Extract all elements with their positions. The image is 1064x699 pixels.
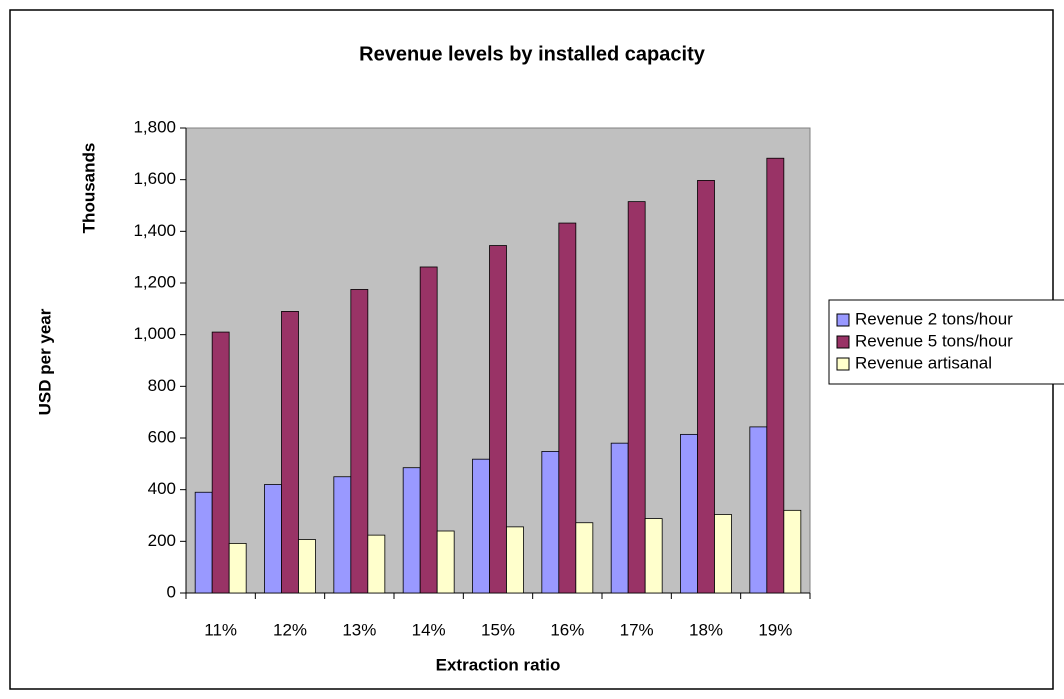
y-tick-label: 1,600 <box>133 169 176 188</box>
bar <box>680 433 698 594</box>
bar <box>783 509 802 594</box>
legend-swatch <box>836 357 850 371</box>
bar <box>541 451 560 594</box>
bar <box>472 458 490 594</box>
y-tick-label: 800 <box>148 376 176 395</box>
bar <box>766 157 785 594</box>
bar <box>367 534 386 594</box>
y-tick-label: 1,800 <box>133 117 176 136</box>
y-tick-label: 1,400 <box>133 221 176 240</box>
y-tick-label: 200 <box>148 531 176 550</box>
bar <box>194 491 213 594</box>
legend-box <box>828 299 1064 385</box>
x-tick-label: 12% <box>273 620 307 639</box>
y-axis-label: USD per year <box>35 308 54 415</box>
bar <box>436 530 455 594</box>
legend-swatch <box>836 313 850 327</box>
x-tick-label: 19% <box>758 620 792 639</box>
bar <box>402 467 421 594</box>
x-tick-label: 18% <box>689 620 723 639</box>
bar <box>627 201 646 594</box>
x-tick-label: 13% <box>342 620 376 639</box>
x-tick-label: 17% <box>620 620 654 639</box>
bar <box>644 518 663 594</box>
bar <box>558 222 577 594</box>
y-tick-label: 1,000 <box>133 324 176 343</box>
x-tick-label: 11% <box>204 620 237 639</box>
bar <box>506 526 524 594</box>
chart-title: Revenue levels by installed capacity <box>359 43 706 65</box>
bar <box>333 476 352 594</box>
x-tick-label: 14% <box>412 620 446 639</box>
x-tick-label: 16% <box>550 620 584 639</box>
bar <box>489 245 507 594</box>
bar <box>264 484 282 594</box>
legend-label: Revenue 2 tons/hour <box>855 309 1013 328</box>
bar <box>714 514 732 594</box>
bar <box>575 522 594 594</box>
legend-label: Revenue artisanal <box>855 353 992 372</box>
bar <box>211 331 230 594</box>
y-tick-label: 600 <box>148 427 176 446</box>
bar <box>350 289 369 594</box>
bar <box>419 266 438 594</box>
bar <box>228 543 247 594</box>
y-tick-label: 400 <box>148 479 176 498</box>
x-axis-label: Extraction ratio <box>436 655 561 674</box>
bar <box>749 426 768 594</box>
bar <box>298 539 316 594</box>
bar <box>281 311 299 594</box>
legend-swatch <box>836 335 850 349</box>
bar <box>697 180 715 594</box>
y-tick-label: 1,200 <box>133 272 176 291</box>
x-tick-label: 15% <box>481 620 515 639</box>
y-tick-label: 0 <box>167 582 176 601</box>
y-axis-units: Thousands <box>79 143 98 234</box>
legend-label: Revenue 5 tons/hour <box>855 331 1013 350</box>
bar <box>610 442 629 594</box>
